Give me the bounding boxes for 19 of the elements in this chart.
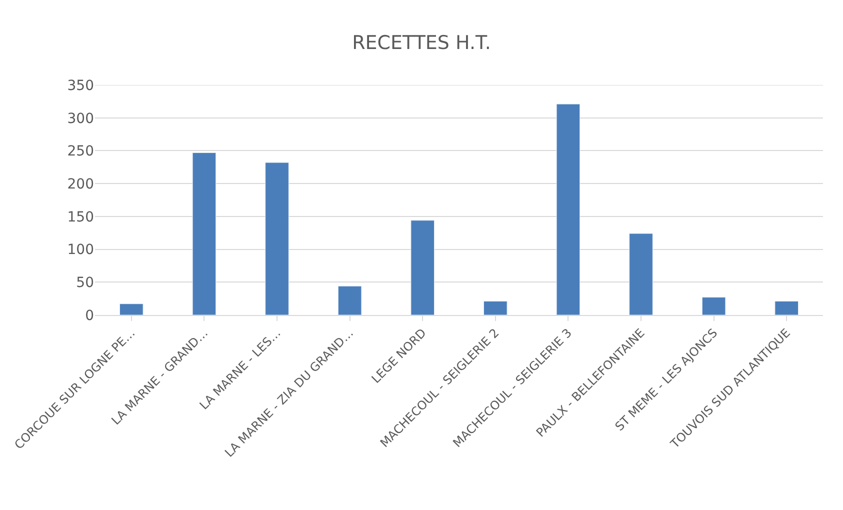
y-tick-label: 300 <box>67 110 94 127</box>
y-tick-label: 250 <box>67 144 94 160</box>
bar <box>774 300 798 315</box>
bar <box>120 304 144 315</box>
y-tick-label: 0 <box>85 308 94 324</box>
bar <box>702 297 726 315</box>
chart-title: RECETTES H.T. <box>352 32 491 54</box>
y-tick-label: 50 <box>76 275 94 292</box>
y-tick-label: 350 <box>67 78 94 94</box>
bar <box>484 300 508 315</box>
bar <box>265 162 289 315</box>
bar <box>192 152 216 315</box>
bar <box>629 233 653 315</box>
bar <box>410 220 434 315</box>
y-tick-label: 200 <box>67 176 94 192</box>
y-tick-label: 150 <box>67 209 94 226</box>
y-tick-label: 100 <box>67 242 94 258</box>
bar <box>556 104 580 315</box>
bar <box>338 286 362 315</box>
